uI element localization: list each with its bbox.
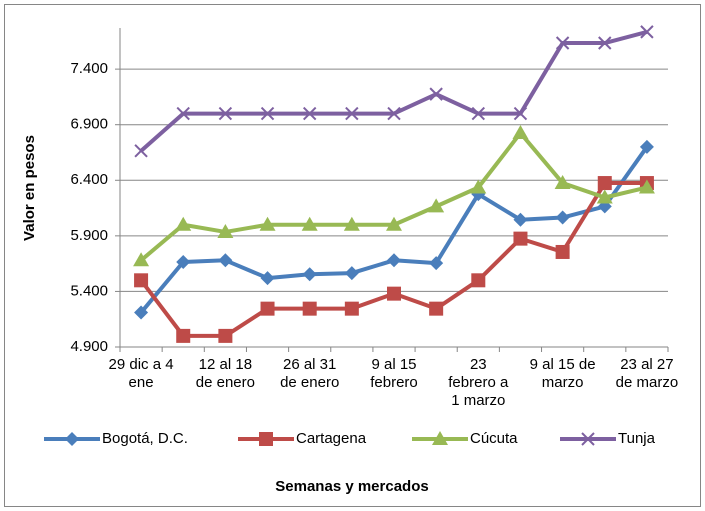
marker	[386, 216, 402, 231]
marker	[217, 223, 234, 238]
marker	[344, 301, 359, 316]
x-tick-label: 23 febrero a 1 marzo	[448, 356, 509, 409]
y-tick-label: 6.400	[70, 171, 108, 188]
marker	[597, 176, 612, 191]
marker	[344, 266, 359, 281]
marker	[175, 216, 192, 231]
marker	[218, 253, 233, 268]
marker	[259, 216, 276, 231]
marker	[176, 328, 191, 343]
y-axis-title: Valor en pesos	[21, 135, 38, 241]
x-tick-label: 9 al 15 de marzo	[529, 356, 596, 391]
legend-label: Cartagena	[296, 430, 367, 447]
marker	[176, 106, 190, 121]
marker	[639, 139, 654, 154]
marker	[513, 231, 528, 246]
marker	[218, 328, 233, 343]
y-tick-label: 4.900	[70, 338, 108, 355]
x-tick-label: 12 al 18 de enero	[195, 356, 255, 391]
marker	[134, 144, 148, 158]
marker	[555, 244, 570, 259]
marker	[302, 301, 317, 316]
marker	[471, 273, 486, 288]
marker	[134, 273, 149, 288]
marker	[302, 267, 317, 282]
marker	[554, 175, 571, 190]
marker	[176, 254, 191, 269]
marker	[513, 106, 528, 121]
marker	[259, 432, 273, 446]
marker	[387, 286, 401, 301]
marker	[470, 179, 487, 194]
marker	[596, 189, 613, 204]
marker	[260, 271, 275, 286]
x-axis-title: Semanas y mercados	[275, 478, 428, 495]
marker	[260, 301, 275, 316]
x-tick-label: 29 dic a 4 ene	[108, 356, 174, 391]
marker	[301, 216, 318, 231]
y-tick-label: 5.400	[70, 282, 108, 299]
marker	[345, 106, 359, 121]
marker	[638, 179, 655, 194]
marker	[555, 36, 570, 50]
marker	[581, 432, 595, 446]
marker	[134, 305, 149, 320]
x-tick-label: 26 al 31 de enero	[280, 356, 340, 391]
marker	[65, 432, 79, 446]
marker	[432, 431, 448, 445]
marker	[429, 87, 443, 101]
marker	[555, 210, 570, 225]
marker	[302, 106, 317, 121]
marker	[598, 36, 612, 50]
legend-label: Cúcuta	[470, 430, 518, 447]
y-tick-label: 5.900	[70, 227, 108, 244]
marker	[428, 198, 445, 213]
marker	[387, 253, 401, 268]
marker	[429, 256, 444, 271]
y-tick-label: 7.400	[70, 60, 108, 77]
marker	[512, 125, 529, 140]
marker	[133, 252, 150, 267]
marker	[260, 106, 275, 121]
y-tick-label: 6.900	[70, 116, 108, 133]
marker	[343, 216, 360, 231]
marker	[471, 106, 486, 121]
legend-label: Tunja	[618, 430, 656, 447]
x-tick-label: 9 al 15 febrero	[370, 356, 418, 391]
marker	[387, 106, 401, 121]
marker	[513, 212, 528, 227]
marker	[429, 301, 444, 316]
legend-label: Bogotá, D.C.	[102, 430, 188, 447]
x-tick-label: 23 al 27 de marzo	[615, 356, 679, 391]
marker	[218, 106, 233, 121]
marker	[640, 25, 654, 39]
